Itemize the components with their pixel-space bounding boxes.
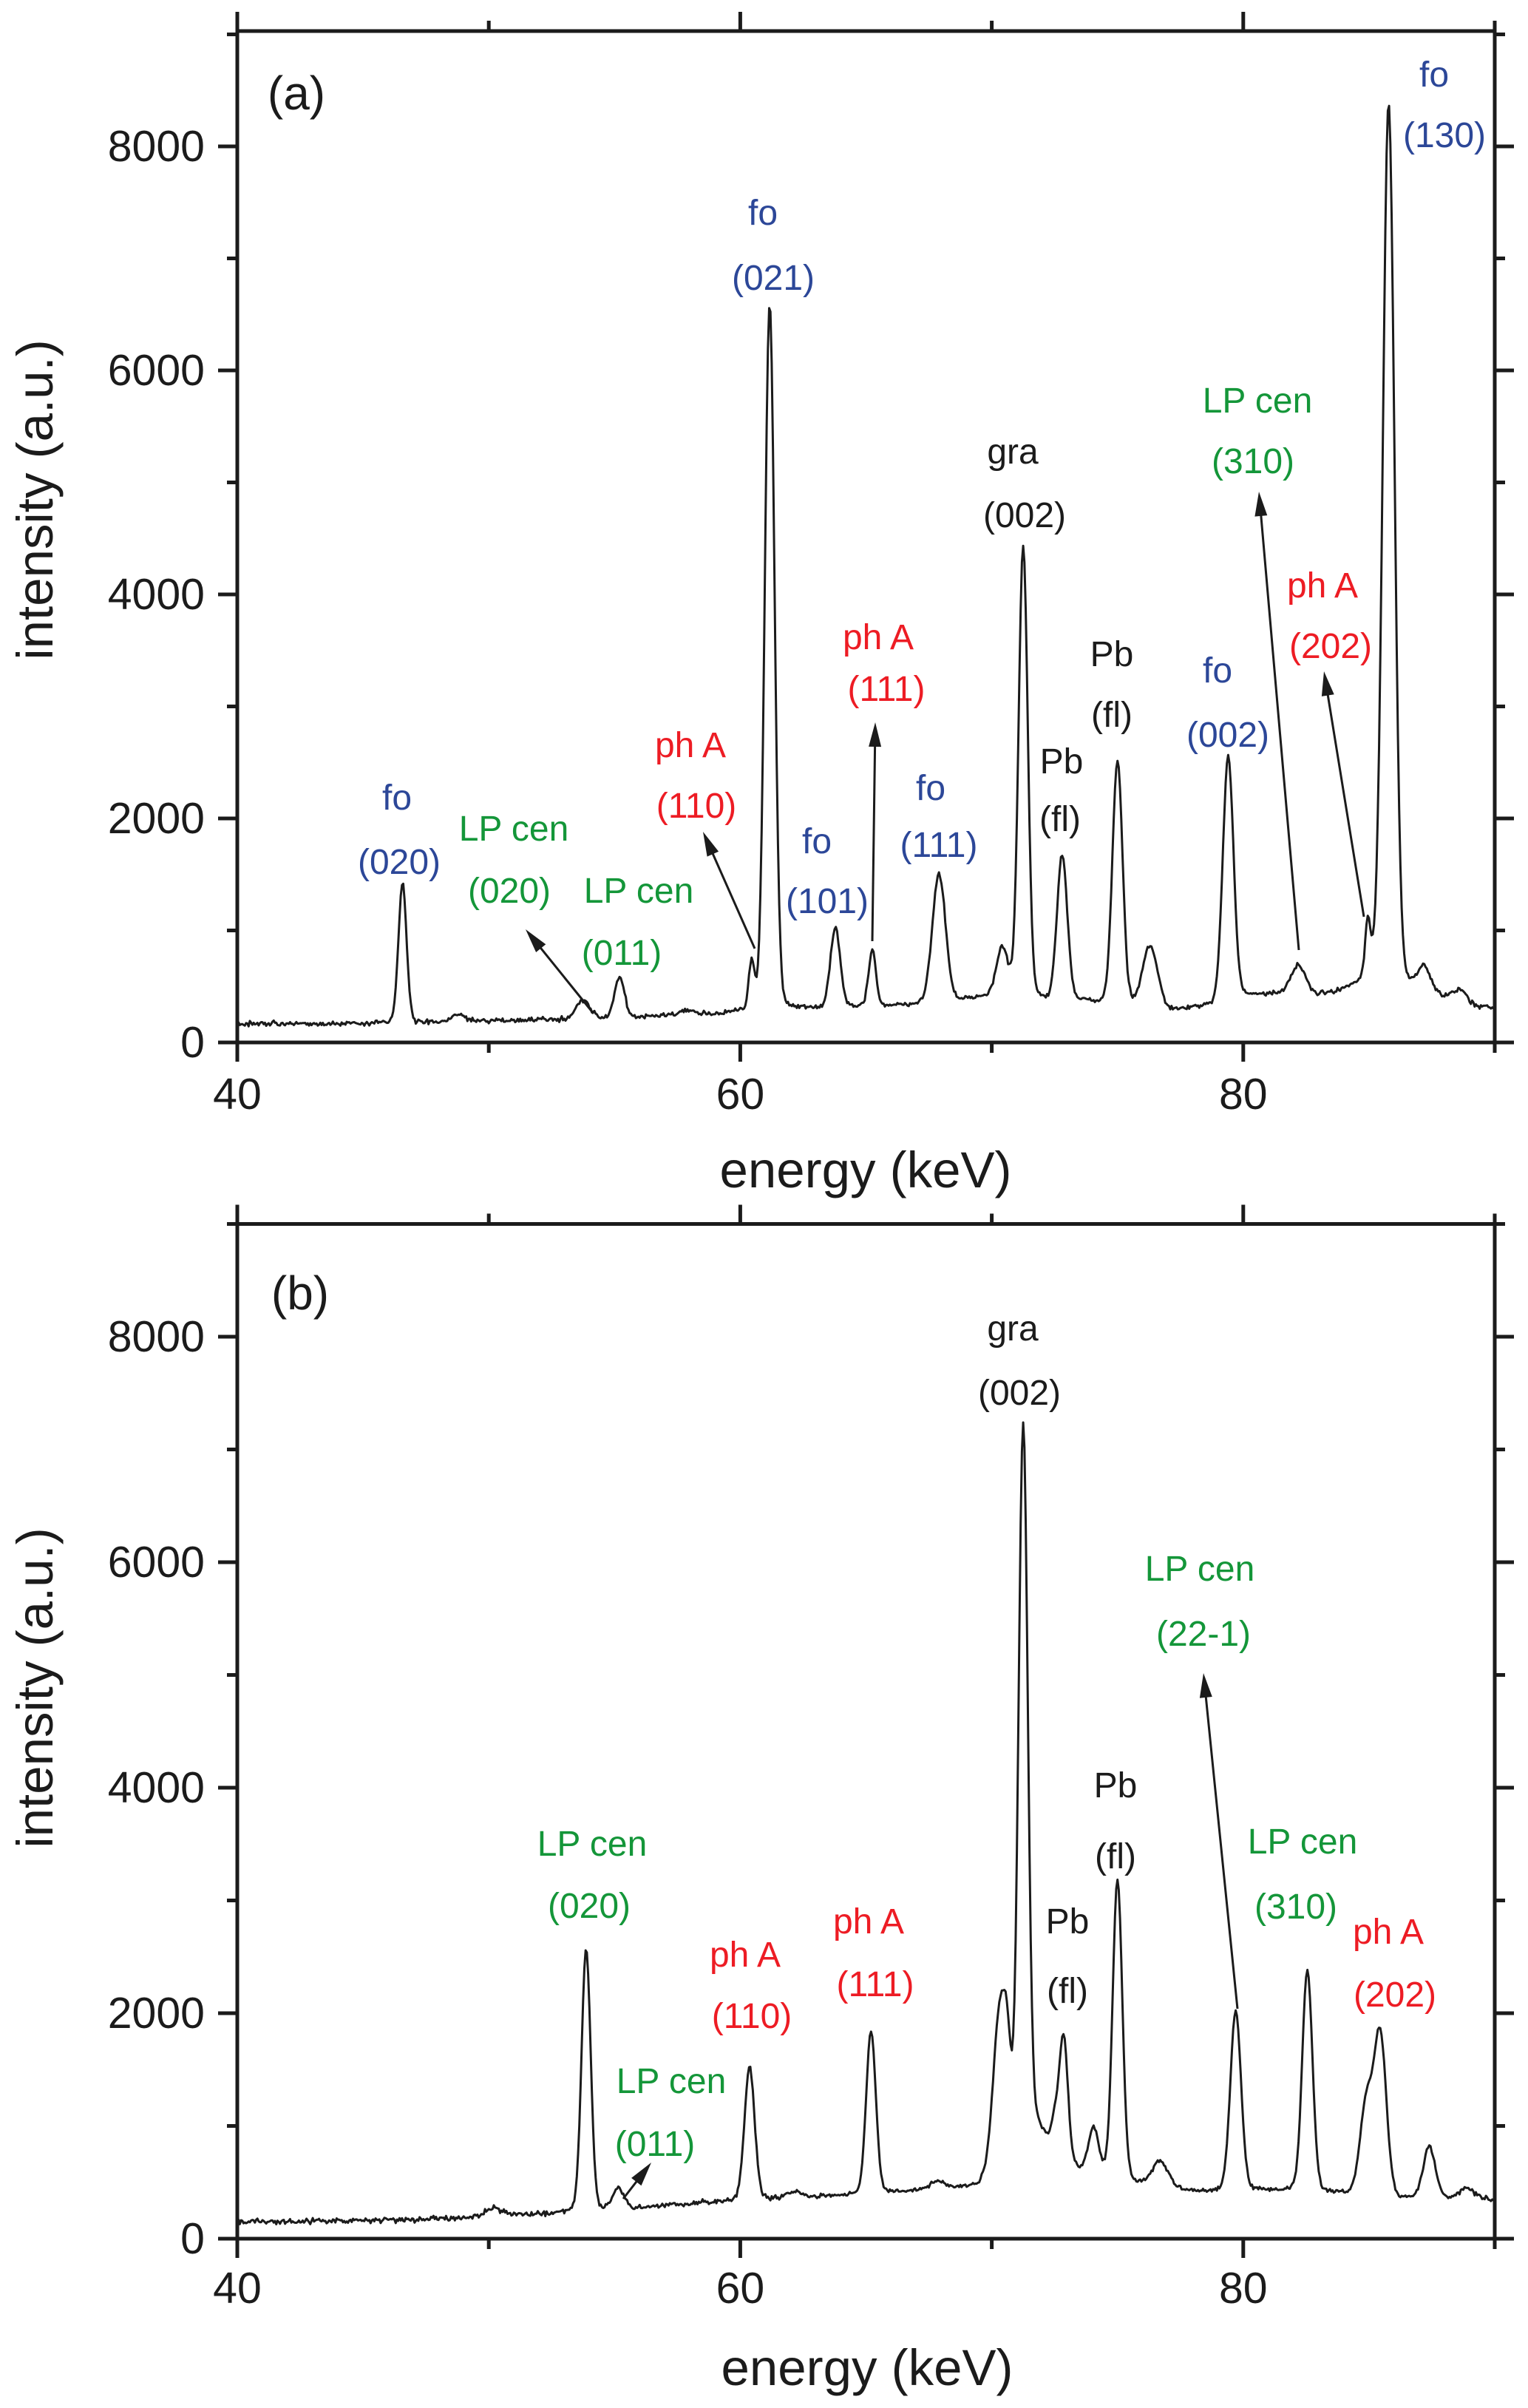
svg-text:60: 60 bbox=[716, 2264, 765, 2313]
svg-text:LP cen: LP cen bbox=[617, 2062, 727, 2101]
svg-text:(020): (020) bbox=[548, 1887, 631, 1926]
svg-text:LP cen: LP cen bbox=[459, 810, 569, 849]
svg-text:energy (keV): energy (keV) bbox=[720, 1142, 1012, 1198]
svg-text:LP cen: LP cen bbox=[1145, 1550, 1255, 1589]
svg-text:(202): (202) bbox=[1354, 1975, 1436, 2015]
svg-text:LP cen: LP cen bbox=[537, 1825, 648, 1864]
svg-text:(111): (111) bbox=[848, 670, 926, 709]
svg-text:fo: fo bbox=[1419, 55, 1449, 95]
svg-text:(fl): (fl) bbox=[1091, 696, 1133, 735]
svg-text:(011): (011) bbox=[582, 934, 662, 973]
svg-text:(011): (011) bbox=[615, 2125, 696, 2164]
svg-text:(310): (310) bbox=[1212, 442, 1294, 481]
svg-text:ph A: ph A bbox=[1287, 566, 1358, 606]
svg-text:(22-1): (22-1) bbox=[1156, 1615, 1251, 1654]
svg-text:(fl): (fl) bbox=[1047, 1972, 1088, 2011]
svg-text:intensity (a.u.): intensity (a.u.) bbox=[7, 339, 64, 659]
svg-text:gra: gra bbox=[987, 1309, 1039, 1349]
svg-text:ph A: ph A bbox=[843, 618, 914, 657]
svg-text:energy (keV): energy (keV) bbox=[721, 2339, 1013, 2396]
svg-text:(021): (021) bbox=[732, 259, 815, 298]
svg-text:(002): (002) bbox=[978, 1374, 1061, 1413]
svg-text:(a): (a) bbox=[268, 67, 325, 120]
svg-text:(fl): (fl) bbox=[1095, 1837, 1136, 1876]
svg-text:80: 80 bbox=[1219, 2264, 1268, 2313]
svg-text:fo: fo bbox=[382, 779, 412, 818]
svg-text:(110): (110) bbox=[656, 787, 737, 826]
svg-text:LP cen: LP cen bbox=[584, 872, 694, 911]
svg-text:fo: fo bbox=[1203, 651, 1232, 691]
svg-text:(310): (310) bbox=[1254, 1888, 1337, 1927]
svg-text:40: 40 bbox=[213, 2264, 262, 2313]
svg-text:Pb: Pb bbox=[1046, 1902, 1090, 1941]
svg-text:(fl): (fl) bbox=[1039, 800, 1081, 839]
svg-text:ph A: ph A bbox=[833, 1902, 904, 1941]
svg-text:6000: 6000 bbox=[108, 1538, 205, 1587]
svg-text:fo: fo bbox=[748, 194, 778, 233]
svg-text:4000: 4000 bbox=[108, 570, 205, 619]
svg-text:Pb: Pb bbox=[1090, 635, 1134, 674]
svg-text:2000: 2000 bbox=[108, 794, 205, 843]
svg-text:fo: fo bbox=[802, 822, 832, 861]
svg-text:(202): (202) bbox=[1289, 627, 1372, 666]
svg-text:(020): (020) bbox=[468, 872, 551, 911]
svg-text:ph A: ph A bbox=[655, 726, 726, 765]
svg-text:6000: 6000 bbox=[108, 346, 205, 395]
svg-text:80: 80 bbox=[1219, 1070, 1268, 1119]
svg-text:ph A: ph A bbox=[1353, 1913, 1424, 1952]
svg-text:8000: 8000 bbox=[108, 122, 205, 171]
svg-text:fo: fo bbox=[916, 769, 945, 808]
svg-text:(101): (101) bbox=[786, 882, 869, 921]
svg-text:0: 0 bbox=[180, 2214, 205, 2263]
svg-text:40: 40 bbox=[213, 1070, 262, 1119]
svg-text:(020): (020) bbox=[358, 843, 441, 882]
svg-text:Pb: Pb bbox=[1040, 742, 1084, 781]
svg-text:(002): (002) bbox=[1186, 716, 1269, 755]
svg-text:8000: 8000 bbox=[108, 1312, 205, 1361]
svg-text:(b): (b) bbox=[271, 1266, 329, 1320]
svg-text:2000: 2000 bbox=[108, 1989, 205, 2038]
svg-text:intensity (a.u.): intensity (a.u.) bbox=[7, 1527, 64, 1848]
svg-text:(110): (110) bbox=[712, 1997, 792, 2036]
svg-text:LP cen: LP cen bbox=[1248, 1822, 1358, 1862]
svg-text:LP cen: LP cen bbox=[1203, 381, 1313, 421]
svg-text:(111): (111) bbox=[900, 826, 978, 865]
svg-text:60: 60 bbox=[716, 1070, 765, 1119]
svg-text:4000: 4000 bbox=[108, 1763, 205, 1812]
svg-text:Pb: Pb bbox=[1094, 1766, 1138, 1805]
svg-text:0: 0 bbox=[180, 1018, 205, 1067]
svg-text:(130): (130) bbox=[1403, 116, 1486, 155]
svg-text:(002): (002) bbox=[983, 496, 1066, 535]
svg-text:ph A: ph A bbox=[710, 1936, 781, 1975]
svg-text:(111): (111) bbox=[837, 1965, 914, 2004]
svg-text:gra: gra bbox=[987, 433, 1039, 472]
